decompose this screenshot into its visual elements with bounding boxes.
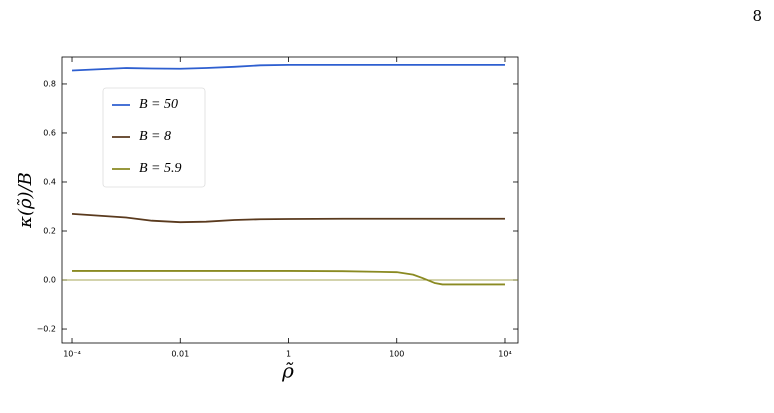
x-tick-label: 10⁻⁴ [63, 350, 81, 359]
legend-label: B = 50 [139, 97, 178, 112]
x-tick-label: 100 [389, 350, 404, 359]
x-tick-label: 1 [286, 350, 291, 359]
legend-box [102, 87, 206, 188]
y-tick-label: −0.2 [37, 325, 56, 334]
x-tick-label: 10⁴ [498, 350, 511, 359]
y-axis-label: κ(ρ̃)/B [15, 172, 36, 229]
y-tick-label: 0.4 [43, 177, 56, 186]
y-tick-label: 0.2 [43, 227, 56, 236]
y-tick-label: 0.0 [43, 276, 56, 285]
page-number: 8 [752, 7, 762, 25]
x-tick-label: 0.01 [171, 350, 189, 359]
legend-label: B = 8 [139, 129, 171, 144]
plot-frame [61, 56, 519, 344]
y-tick-label: 0.8 [43, 79, 56, 88]
series-line [71, 212, 505, 224]
legend-label: B = 5.9 [139, 161, 182, 176]
y-tick-label: 0.6 [43, 128, 56, 137]
series-line [72, 270, 505, 286]
series-line [71, 63, 505, 72]
x-axis-label: ρ̃ [281, 359, 294, 383]
